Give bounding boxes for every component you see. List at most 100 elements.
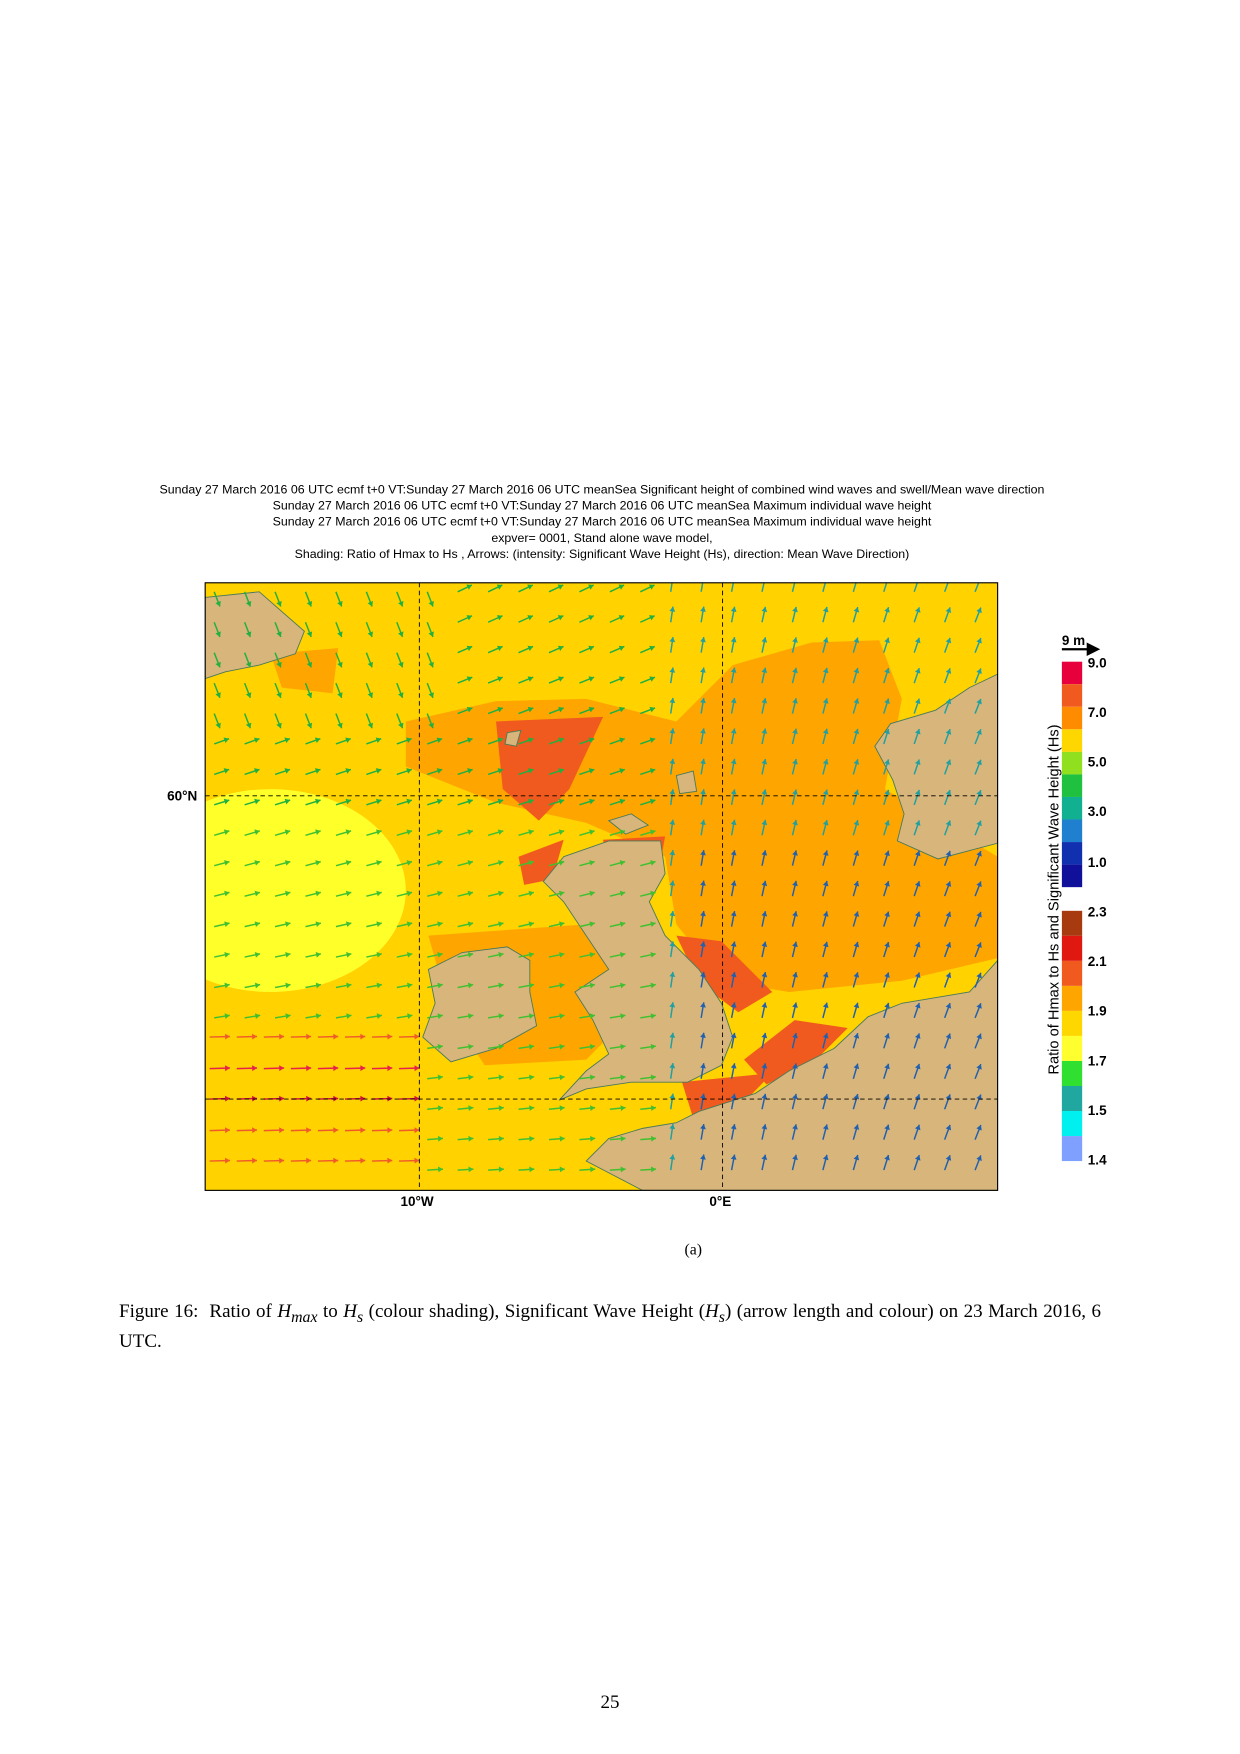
wave-arrow-head: [285, 951, 291, 958]
wave-arrow-head: [853, 972, 860, 978]
wave-arrow-head: [498, 1166, 504, 1173]
wave-arrow-head: [589, 1074, 596, 1081]
wave-arrow-head: [223, 768, 230, 774]
wave-arrow: [913, 582, 919, 593]
wave-arrow-head: [224, 921, 230, 928]
wave-arrow: [974, 582, 980, 593]
wave-arrow-head: [669, 1093, 676, 1099]
wave-arrow-head: [914, 1155, 921, 1161]
wave-arrow-head: [252, 1065, 258, 1072]
wave-arrow-head: [822, 1093, 829, 1100]
wave-arrow-head: [761, 758, 768, 765]
ratio-tick-label: 1.4: [1088, 1152, 1107, 1167]
wave-arrow-head: [914, 668, 921, 674]
wave-arrow-head: [976, 1003, 982, 1009]
wave-arrow-head: [619, 737, 625, 744]
wave-arrow-head: [387, 1157, 393, 1164]
wave-arrow-head: [761, 728, 768, 734]
lon-label: 0°E: [709, 1194, 731, 1209]
colorbar-title: Ratio of Hmax to Hs and Significant Wave…: [1047, 724, 1063, 1074]
colorbar-segment: [1061, 864, 1083, 888]
wave-arrow-head: [976, 577, 981, 583]
wave-arrow-head: [215, 722, 221, 729]
wave-arrow-head: [376, 1013, 382, 1019]
wave-arrow-head: [333, 1065, 339, 1072]
wave-arrow-head: [761, 1063, 768, 1069]
wave-arrow-head: [620, 1013, 626, 1019]
wave-arrow-head: [589, 798, 595, 805]
wave-arrow-head: [306, 1065, 312, 1072]
wave-arrow-head: [497, 737, 503, 744]
wave-arrow-head: [527, 706, 534, 713]
wave-arrow-head: [225, 1095, 230, 1102]
wave-arrow-head: [496, 584, 503, 590]
wave-arrow-head: [498, 982, 504, 989]
wave-arrow-head: [669, 637, 676, 643]
wave-arrow-head: [528, 768, 534, 774]
wave-arrow-head: [285, 982, 291, 989]
wave-arrow-head: [276, 722, 282, 729]
wave-arrow-head: [620, 1135, 626, 1142]
wave-arrow-head: [648, 584, 655, 590]
colorbar-segment: [1061, 1060, 1083, 1086]
wave-arrow-head: [914, 1124, 921, 1131]
wave-arrow-head: [976, 607, 982, 614]
wave-arrow-head: [315, 890, 321, 897]
wave-arrow-head: [914, 607, 921, 613]
wave-arrow-head: [649, 768, 656, 774]
wave-arrow-head: [496, 615, 503, 621]
wave-arrow-head: [822, 850, 829, 856]
wave-arrow-head: [254, 921, 261, 928]
wave-arrow-head: [650, 1013, 656, 1019]
wave-arrow-head: [346, 1013, 352, 1019]
wave-arrow-head: [558, 860, 565, 866]
wave-arrow-head: [730, 850, 737, 856]
wave-arrow-head: [884, 759, 890, 765]
wave-arrow-head: [497, 768, 504, 774]
wave-arrow-head: [650, 1135, 657, 1142]
wave-arrow-head: [498, 1105, 504, 1111]
wave-arrow-head: [414, 1095, 420, 1102]
wave-arrow-head: [345, 860, 352, 866]
wave-arrow-head: [284, 890, 291, 897]
wave-arrow-head: [559, 1043, 565, 1050]
wave-arrow-head: [398, 600, 404, 607]
wave-arrow-head: [792, 606, 798, 613]
wave-arrow-head: [761, 1002, 768, 1008]
wave-arrow-head: [558, 676, 564, 682]
wave-arrow-head: [376, 829, 382, 836]
wave-arrow-head: [254, 982, 261, 989]
wave-arrow-head: [650, 921, 656, 928]
wave-arrow-head: [559, 951, 565, 958]
wave-arrow-head: [792, 1154, 798, 1161]
wave-arrow-head: [700, 606, 706, 612]
wave-arrow-head: [279, 1157, 285, 1164]
subcaption: (a): [685, 1242, 703, 1259]
wave-arrow-head: [333, 1157, 339, 1164]
colorbar-segment: [1061, 796, 1083, 820]
wave-arrow-head: [700, 637, 706, 643]
wave-arrow-head: [619, 798, 625, 805]
wave-arrow-head: [589, 1013, 595, 1019]
wave-arrow-head: [376, 860, 382, 866]
header-line: Sunday 27 March 2016 06 UTC ecmf t+0 VT:…: [273, 514, 932, 528]
wave-arrow-head: [650, 982, 656, 989]
wave-arrow-head: [730, 880, 737, 886]
wave-arrow-head: [669, 576, 675, 581]
wave-arrow-head: [406, 737, 412, 744]
wave-arrow-head: [497, 676, 503, 682]
wave-arrow-head: [467, 798, 473, 805]
wave-arrow-head: [976, 637, 982, 644]
wave-arrow-head: [466, 706, 473, 713]
wave-arrow-head: [650, 1043, 656, 1050]
wave-arrow-head: [498, 1074, 504, 1081]
wave-arrow-head: [315, 982, 322, 989]
wave-arrow-head: [700, 880, 706, 886]
hs-tick-label: 9.0: [1088, 655, 1107, 670]
wave-arrow-head: [945, 1003, 952, 1009]
wave-arrow-head: [559, 1013, 565, 1019]
math: H: [705, 1301, 719, 1322]
wave-arrow-head: [976, 668, 982, 674]
wave-arrow-head: [467, 860, 473, 866]
wave-arrow-head: [976, 1124, 982, 1131]
